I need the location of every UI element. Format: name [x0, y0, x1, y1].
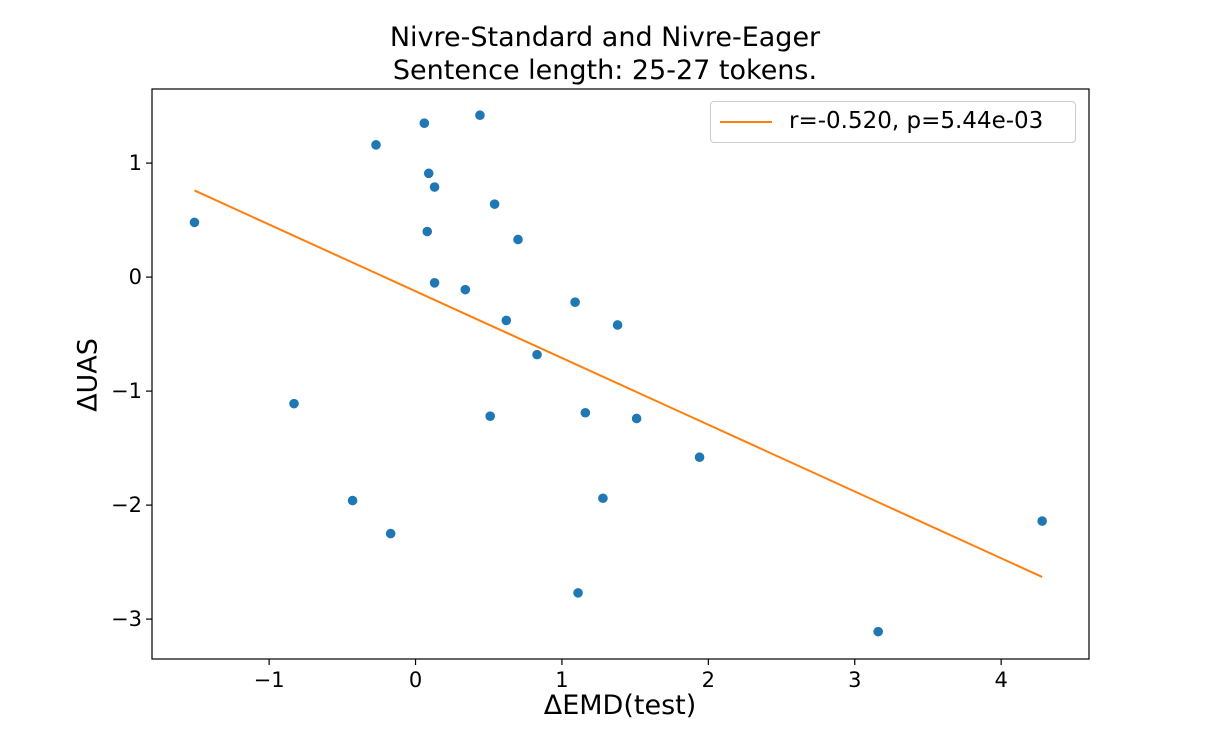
- x-tick-label: 2: [702, 668, 715, 692]
- x-tick-label: 1: [555, 668, 568, 692]
- scatter-points: [189, 110, 1047, 637]
- data-point: [429, 278, 440, 288]
- x-tick-label: 0: [409, 668, 422, 692]
- data-point: [1037, 516, 1047, 526]
- data-point: [580, 407, 591, 418]
- data-point: [612, 320, 623, 330]
- data-point: [289, 398, 299, 409]
- data-point: [347, 495, 358, 506]
- data-point: [513, 234, 523, 245]
- regression-line: [194, 189, 1043, 578]
- legend-line-swatch: [720, 121, 772, 123]
- y-tick-label: −3: [111, 607, 142, 631]
- legend-label: r=-0.520, p=5.44e-03: [789, 108, 1044, 134]
- data-point: [631, 413, 642, 424]
- data-point: [429, 182, 440, 192]
- data-point: [570, 297, 580, 307]
- data-point: [475, 110, 485, 121]
- chart-title-line-2: Sentence length: 25-27 tokens.: [392, 55, 818, 86]
- y-tick-label: −1: [111, 379, 142, 403]
- plot-area-frame: [151, 88, 1090, 660]
- axis-ticks: −1 0 1 2 3 4 −3 −2 −1 0 1: [111, 151, 1008, 692]
- x-tick-label: 4: [994, 668, 1007, 692]
- data-point: [873, 626, 883, 637]
- y-tick-label: 1: [129, 151, 142, 175]
- legend: r=-0.520, p=5.44e-03: [710, 101, 1076, 143]
- chart-title-line-1: Nivre-Standard and Nivre-Eager: [389, 22, 821, 53]
- data-point: [385, 528, 396, 539]
- y-axis-label: ΔUAS: [72, 338, 104, 412]
- x-tick-label: 3: [848, 668, 861, 692]
- data-point: [485, 411, 495, 421]
- data-point: [422, 226, 433, 237]
- data-point: [573, 588, 583, 598]
- data-point: [532, 349, 542, 360]
- data-point: [189, 217, 200, 228]
- data-point: [423, 168, 434, 179]
- y-tick-label: 0: [129, 265, 142, 289]
- data-point: [460, 284, 471, 295]
- regression-line-layer: [194, 189, 1043, 578]
- y-tick-label: −2: [111, 493, 142, 517]
- data-point: [598, 493, 608, 504]
- data-point: [419, 118, 430, 128]
- data-point: [694, 452, 705, 463]
- data-point: [501, 315, 512, 326]
- data-point: [489, 199, 500, 209]
- x-tick-label: −1: [254, 668, 285, 692]
- data-point: [371, 140, 381, 150]
- x-axis-label: ΔEMD(test): [543, 690, 697, 721]
